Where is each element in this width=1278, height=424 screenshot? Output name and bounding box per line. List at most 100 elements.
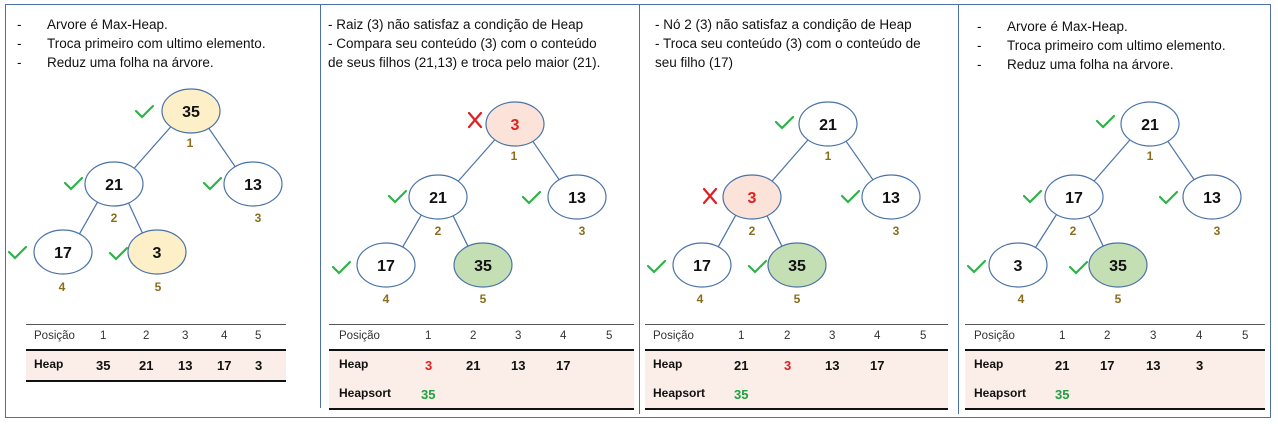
table-top-rule: [965, 324, 1265, 325]
tree-node: [798, 101, 858, 147]
node-value: 35: [474, 258, 492, 275]
tree-edge: [770, 138, 810, 183]
tree-edge: [1092, 138, 1132, 183]
heap-value: 13: [511, 358, 526, 373]
table-band: [26, 350, 286, 380]
tree-node: [356, 242, 416, 288]
table-header-position: 2: [470, 330, 477, 342]
heap-value: 3: [255, 358, 263, 373]
table-header-position: 3: [829, 330, 836, 342]
node-value: 21: [819, 117, 837, 134]
heapsort-value: 35: [1055, 387, 1070, 402]
heap-row-label: Heap: [974, 357, 1004, 371]
tree-edge: [1034, 212, 1058, 250]
tree-edge: [401, 213, 423, 249]
table-header-position: 4: [221, 330, 228, 342]
table-header-position: 5: [920, 330, 927, 342]
tree-edge: [451, 214, 470, 248]
panel-divider: [320, 4, 321, 408]
heapsort-value: 35: [734, 387, 749, 402]
node-index: 1: [825, 149, 832, 163]
node-value: 3: [153, 245, 162, 262]
tree-node: [408, 174, 468, 220]
table-top-rule: [645, 324, 948, 325]
tree-node: [453, 242, 513, 288]
check-icon: [108, 246, 129, 261]
node-value: 3: [748, 190, 757, 207]
check-icon: [1095, 114, 1116, 129]
heap-value: 13: [178, 358, 193, 373]
tree-panel-4: 21 1 17 2 13 3 3 4 35 5: [966, 101, 1242, 306]
panel-2-description: - Raiz (3) não satisfaz a condição de He…: [328, 15, 600, 72]
node-value: 13: [568, 190, 586, 207]
node-value: 13: [882, 190, 900, 207]
text-line: de seus filhos (21,13) e troca pelo maio…: [328, 55, 601, 70]
node-index: 1: [511, 149, 518, 163]
heap-value: 3: [425, 358, 433, 373]
text-line: Reduz uma folha na árvore.: [47, 55, 214, 70]
check-icon: [1158, 190, 1179, 205]
node-value: 35: [788, 258, 806, 275]
check-icon: [646, 259, 667, 274]
table-bottom-rule: [26, 380, 286, 382]
table-header-rule: [965, 349, 1265, 351]
heap-value: 13: [825, 358, 840, 373]
node-index: 3: [579, 224, 586, 238]
node-index: 4: [383, 292, 390, 306]
cross-icon: [467, 111, 483, 129]
node-value: 3: [1014, 258, 1023, 275]
node-value: 21: [429, 190, 447, 207]
tree-edge: [1166, 139, 1196, 182]
node-value: 17: [1065, 190, 1083, 207]
cross-icon: [702, 187, 718, 205]
tree-node: [223, 161, 283, 207]
table-header-label: Posição: [653, 330, 694, 342]
node-value: 13: [244, 177, 262, 194]
check-icon: [840, 189, 861, 204]
heap-value: 21: [734, 358, 749, 373]
table-header-position: 1: [100, 330, 107, 342]
tree-edge: [531, 139, 561, 182]
table-header-position: 2: [784, 330, 791, 342]
heapsort-row-label: Heapsort: [339, 386, 392, 400]
heap-row-label: Heap: [339, 357, 369, 371]
text-line: seu filho (17): [655, 55, 734, 70]
table-header-position: 2: [143, 330, 150, 342]
check-icon: [202, 176, 223, 191]
heap-value: 21: [466, 358, 481, 373]
table-header-position: 3: [182, 330, 189, 342]
tree-node: [1120, 101, 1180, 147]
text-line: Troca primeiro com ultimo elemento.: [47, 36, 266, 51]
node-index: 4: [59, 280, 66, 294]
table-bottom-rule: [329, 408, 634, 410]
heap-value: 35: [96, 358, 111, 373]
tree-edge: [844, 139, 875, 182]
node-index: 3: [255, 211, 262, 225]
heap-value: 3: [1196, 358, 1204, 373]
heap-value: 17: [1100, 358, 1115, 373]
node-index: 5: [155, 280, 162, 294]
tree-node: [1182, 174, 1242, 220]
tree-node: [722, 174, 782, 220]
table-header-label: Posição: [339, 330, 380, 342]
heap-value: 21: [139, 358, 154, 373]
node-value: 3: [511, 117, 520, 134]
tree-edge: [207, 126, 237, 169]
text-line: Troca primeiro com ultimo elemento.: [1007, 38, 1226, 53]
node-index: 2: [749, 224, 756, 238]
heap-value: 17: [870, 358, 885, 373]
tree-node: [547, 174, 607, 220]
table-header-position: 1: [738, 330, 745, 342]
table-header-rule: [645, 349, 948, 351]
node-value: 21: [105, 177, 123, 194]
node-value: 17: [693, 258, 711, 275]
table-band: [329, 350, 634, 408]
node-index: 3: [893, 224, 900, 238]
text-line: - Raiz (3) não satisfaz a condição de He…: [328, 17, 584, 32]
check-icon: [1068, 260, 1089, 275]
node-index: 5: [794, 292, 801, 306]
table-header-position: 4: [560, 330, 567, 342]
